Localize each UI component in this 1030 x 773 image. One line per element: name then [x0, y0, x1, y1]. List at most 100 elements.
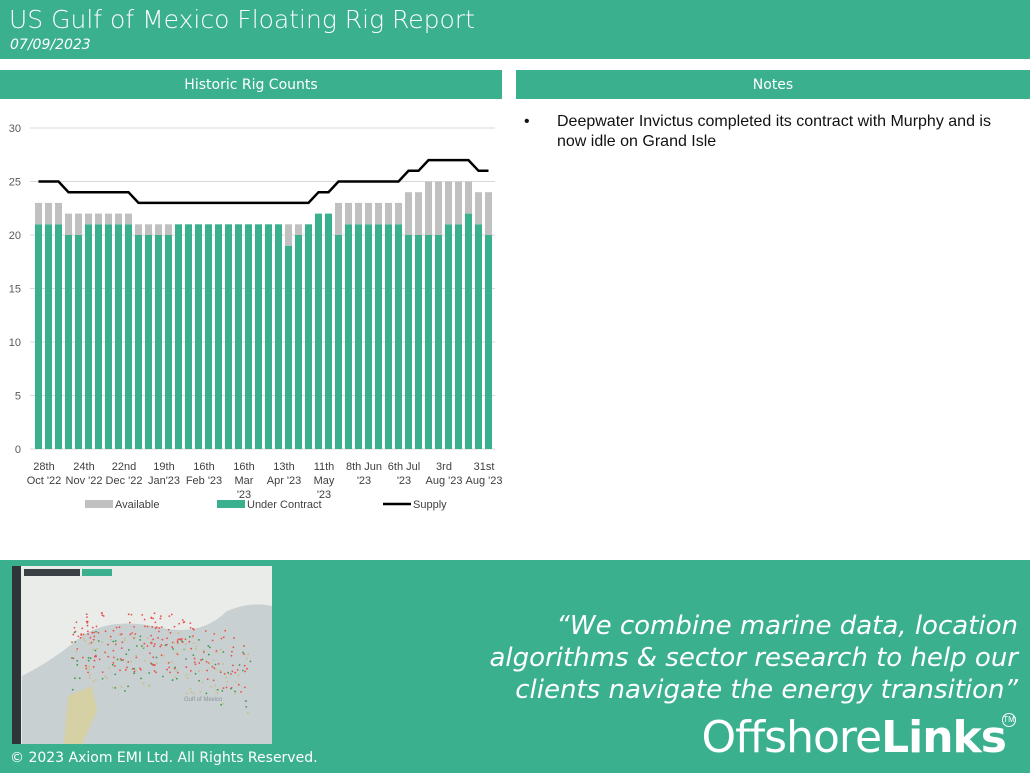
vessel-marker	[104, 651, 107, 654]
vessel-marker	[93, 635, 96, 638]
vessel-marker	[146, 625, 149, 628]
vessel-marker	[225, 686, 228, 689]
copyright: © 2023 Axiom EMI Ltd. All Rights Reserve…	[10, 750, 318, 766]
vessel-marker	[133, 626, 136, 628]
y-tick-label: 30	[9, 123, 21, 135]
vessel-marker	[200, 659, 202, 661]
vessel-marker	[126, 666, 128, 669]
vessel-marker	[76, 663, 79, 666]
vessel-marker	[88, 665, 90, 668]
vessel-marker	[249, 660, 252, 663]
bar-available	[355, 202, 362, 225]
vessel-marker	[237, 674, 240, 677]
vessel-marker	[208, 662, 211, 665]
vessel-marker	[115, 626, 118, 629]
bar-under-contract	[265, 224, 272, 449]
vessel-marker	[178, 622, 181, 625]
x-tick-label: 6th Jul '23	[388, 461, 420, 487]
vessel-marker	[224, 629, 227, 632]
vessel-marker	[87, 633, 89, 636]
vessel-marker	[215, 689, 218, 691]
bar-available	[285, 224, 292, 246]
bar-available	[115, 213, 122, 225]
vessel-marker	[170, 661, 173, 663]
vessel-marker	[73, 626, 76, 629]
vessel-marker	[111, 664, 114, 666]
vessel-marker	[155, 662, 158, 665]
vessel-marker	[199, 690, 202, 693]
bar-under-contract	[95, 224, 102, 449]
bar-under-contract	[345, 224, 352, 449]
y-tick-label: 10	[9, 337, 21, 349]
vessel-marker	[152, 617, 154, 620]
vessel-marker	[233, 637, 235, 639]
vessel-marker	[177, 638, 179, 641]
vessel-marker	[104, 630, 107, 633]
bar-under-contract	[385, 224, 392, 449]
vessel-marker	[119, 669, 121, 672]
vessel-marker	[139, 667, 141, 670]
bar-under-contract	[235, 224, 242, 449]
vessel-marker	[220, 703, 223, 706]
vessel-marker	[118, 626, 121, 629]
bar-under-contract	[365, 224, 372, 449]
vessel-marker	[161, 638, 164, 641]
x-tick-label: 22nd Dec '22	[106, 461, 143, 487]
vessel-marker	[75, 650, 78, 653]
bar-available	[75, 213, 82, 235]
bar-available	[395, 202, 402, 225]
bar-available	[475, 192, 482, 225]
bar-under-contract	[35, 224, 42, 449]
vessel-marker	[72, 657, 75, 660]
vessel-marker	[86, 630, 89, 633]
logo-text-light: Offshore	[701, 712, 883, 763]
vessel-marker	[164, 644, 167, 647]
vessel-marker	[174, 676, 177, 679]
tagline-quote: “We combine marine data, location algori…	[489, 611, 1018, 705]
vessel-marker	[202, 651, 205, 653]
vessel-marker	[118, 633, 121, 636]
vessel-marker	[174, 666, 177, 669]
vessel-marker	[94, 654, 97, 657]
vessel-marker	[114, 665, 116, 667]
vessel-marker	[222, 662, 225, 665]
vessel-marker	[94, 649, 97, 652]
vessel-marker	[97, 640, 100, 642]
vessel-marker	[189, 626, 192, 629]
vessel-marker	[230, 650, 233, 653]
vessel-marker	[184, 643, 187, 645]
vessel-marker	[190, 691, 193, 693]
vessel-marker	[157, 636, 159, 639]
vessel-marker	[192, 654, 195, 657]
vessel-marker	[101, 677, 104, 680]
vessel-marker	[158, 630, 160, 633]
vessel-marker	[190, 647, 193, 650]
vessel-marker	[142, 682, 145, 685]
vessel-marker	[246, 667, 248, 670]
legend-swatch	[85, 500, 113, 508]
vessel-marker	[189, 622, 192, 624]
vessel-marker	[192, 628, 195, 631]
vessel-marker	[123, 637, 126, 640]
vessel-marker	[87, 671, 89, 674]
vessel-marker	[222, 651, 225, 653]
bar-available	[55, 202, 62, 225]
vessel-marker	[139, 635, 142, 638]
vessel-marker	[217, 662, 220, 665]
vessel-marker	[184, 638, 187, 641]
vessel-map-thumbnail: Gulf of Mexico	[12, 566, 272, 744]
vessel-marker	[234, 671, 237, 674]
bar-under-contract	[285, 245, 292, 449]
vessel-marker	[73, 631, 76, 634]
bar-under-contract	[485, 235, 492, 449]
bar-available	[45, 202, 52, 225]
vessel-marker	[201, 681, 204, 684]
vessel-marker	[181, 640, 183, 643]
vessel-marker	[92, 640, 95, 643]
vessel-marker	[143, 642, 146, 645]
bar-available	[445, 181, 452, 225]
offshorelinks-logo: OffshoreLinks	[701, 712, 1007, 763]
bar-under-contract	[295, 235, 302, 449]
vessel-marker	[149, 641, 152, 644]
vessel-marker	[101, 612, 103, 615]
